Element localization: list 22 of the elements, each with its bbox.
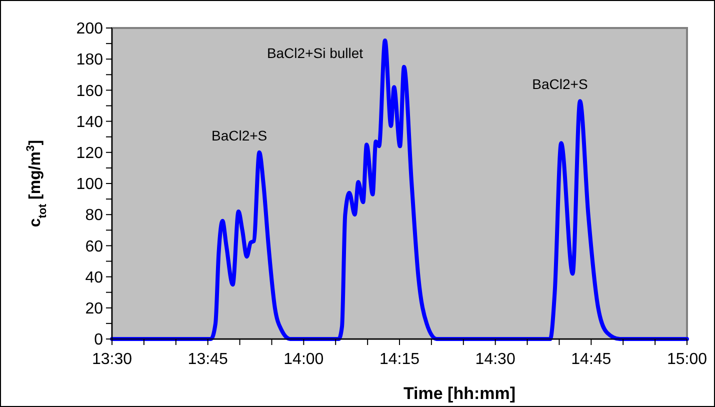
x-axis-title: Time [hh:mm] (403, 384, 516, 403)
x-tick-label: 13:45 (188, 351, 228, 368)
y-tick-label: 100 (76, 176, 104, 194)
y-tick-label: 120 (76, 145, 104, 162)
y-tick-label: 200 (76, 20, 104, 38)
x-tick-label: 14:30 (475, 351, 516, 368)
x-tick-label: 14:45 (571, 351, 612, 368)
y-tick-label: 0 (94, 332, 104, 349)
y-tick-label: 140 (76, 114, 104, 131)
x-tick-label: 14:00 (284, 351, 324, 368)
y-tick-label: 160 (76, 82, 104, 100)
x-tick-label: 13:30 (92, 351, 132, 368)
y-tick-label: 80 (85, 207, 104, 224)
y-tick-label: 40 (85, 269, 104, 286)
y-tick-label: 180 (76, 52, 104, 69)
annotation: BaCl2+S (532, 76, 588, 92)
x-tick-label: 15:00 (666, 351, 708, 368)
y-tick-label: 60 (85, 238, 104, 256)
x-tick-label: 14:15 (379, 351, 420, 368)
annotation: BaCl2+Si bullet (266, 45, 364, 61)
annotation: BaCl2+S (211, 127, 268, 144)
y-tick-label: 20 (85, 300, 104, 318)
